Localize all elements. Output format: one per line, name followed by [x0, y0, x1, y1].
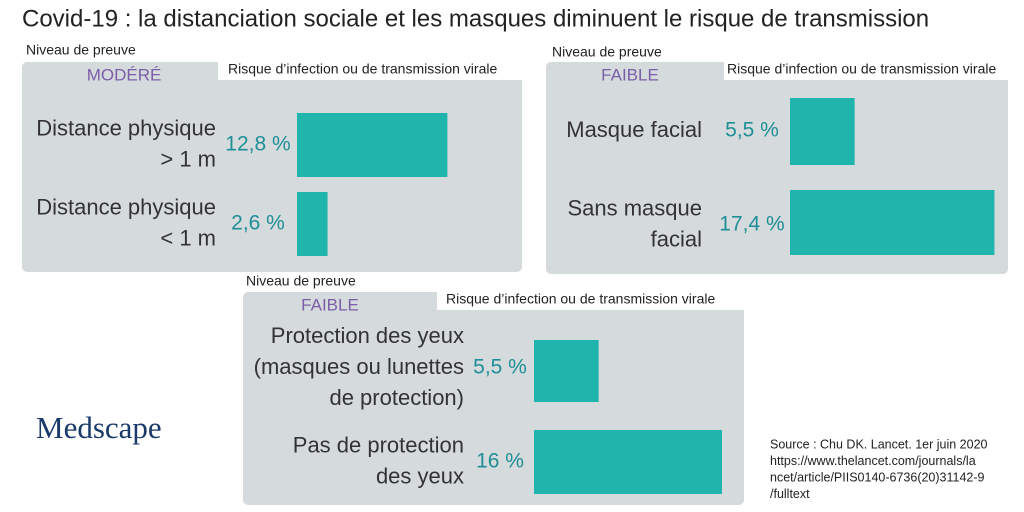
evidence-label: Niveau de preuve	[552, 44, 662, 60]
panel-header: Risque d’infection ou de transmission vi…	[446, 291, 715, 307]
source-line: /fulltext	[770, 487, 810, 501]
bar	[534, 430, 722, 494]
bar	[297, 113, 448, 177]
logo: Medscape	[36, 410, 162, 445]
source-line: Source : Chu DK. Lancet. 1er juin 2020	[770, 437, 988, 451]
header-tab	[218, 62, 522, 80]
value-label: 17,4 %	[719, 213, 784, 236]
row-label: Masque facial	[566, 117, 702, 142]
row-label: Distance physique	[36, 115, 216, 140]
panel-header: Risque d’infection ou de transmission vi…	[727, 61, 996, 77]
row-label: > 1 m	[160, 146, 216, 171]
row-label: des yeux	[376, 463, 464, 488]
value-label: 12,8 %	[225, 133, 290, 156]
row-label: Pas de protection	[293, 432, 464, 457]
bar	[297, 192, 328, 256]
row-label: Distance physique	[36, 194, 216, 219]
header-tab	[437, 292, 744, 310]
value-label: 5,5 %	[473, 356, 527, 379]
row-label: de protection)	[329, 385, 464, 410]
header-tab	[724, 62, 1014, 80]
evidence-label: Niveau de preuve	[246, 273, 356, 289]
bar	[790, 190, 995, 255]
bar	[790, 98, 855, 165]
evidence-label: Niveau de preuve	[26, 42, 136, 58]
row-label: (masques ou lunettes	[254, 354, 464, 379]
evidence-level: MODÉRÉ	[87, 65, 162, 84]
title: Covid-19 : la distanciation sociale et l…	[22, 5, 929, 32]
row-label: Sans masque	[567, 195, 702, 220]
row-label: < 1 m	[160, 225, 216, 250]
row-label: facial	[651, 226, 702, 251]
value-label: 5,5 %	[725, 119, 779, 142]
evidence-level: FAIBLE	[601, 65, 659, 84]
row-label: Protection des yeux	[271, 323, 464, 348]
bar	[534, 340, 599, 402]
panel-header: Risque d’infection ou de transmission vi…	[228, 61, 497, 77]
source-line: https://www.thelancet.com/journals/la	[770, 454, 976, 468]
value-label: 2,6 %	[231, 212, 285, 235]
evidence-level: FAIBLE	[301, 295, 359, 314]
source-line: ncet/article/PIIS0140-6736(20)31142-9	[770, 470, 985, 484]
value-label: 16 %	[476, 450, 524, 473]
